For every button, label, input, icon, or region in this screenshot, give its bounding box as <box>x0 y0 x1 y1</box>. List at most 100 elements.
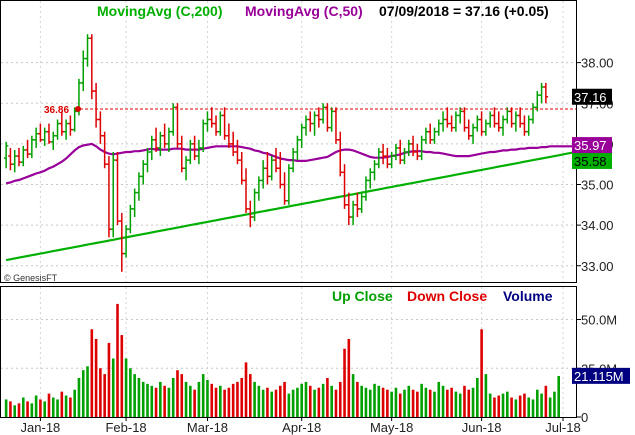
price-bar <box>175 103 180 148</box>
date-tick-label: Jul-18 <box>545 420 580 435</box>
price-bar <box>256 176 262 201</box>
price-bar <box>145 147 150 173</box>
volume-bar <box>201 374 205 417</box>
volume-bar <box>403 389 406 417</box>
price-bar <box>398 139 403 165</box>
volume-bar <box>150 385 154 417</box>
price-bar <box>415 143 420 161</box>
volume-bar <box>120 335 124 417</box>
volume-bar <box>321 383 325 417</box>
volume-bar <box>21 397 25 417</box>
volume-bar <box>398 393 402 417</box>
volume-bar <box>4 399 8 417</box>
volume-bar <box>30 403 34 417</box>
price-bar <box>158 131 163 157</box>
volume-bar <box>73 389 76 417</box>
volume-bar <box>77 378 81 417</box>
price-bar <box>179 135 184 173</box>
price-bar <box>239 152 244 185</box>
volume-bar <box>458 393 462 417</box>
price-bar <box>209 107 214 128</box>
volume-bar <box>450 387 453 417</box>
volume-bar <box>420 383 423 417</box>
date-quote: 07/09/2018 = 37.16 (+0.05) <box>379 3 549 19</box>
volume-bar <box>407 385 411 417</box>
volume-tag-box <box>572 367 630 384</box>
price-bar <box>406 139 411 157</box>
price-bar <box>505 107 510 124</box>
price-bar <box>522 115 527 136</box>
price-bar <box>38 123 43 142</box>
price-bar <box>248 200 253 228</box>
price-bar <box>106 156 112 238</box>
volume-bar <box>296 387 299 417</box>
volume-bar <box>176 370 179 417</box>
volume-bar <box>480 329 483 417</box>
price-bar <box>162 123 167 148</box>
volume-bar <box>197 381 201 417</box>
volume-bar <box>471 387 475 417</box>
price-bar <box>517 107 523 128</box>
price-bars <box>3 34 549 272</box>
price-bar <box>149 135 154 161</box>
date-tick-label: May-18 <box>370 420 413 435</box>
volume-bar <box>535 389 539 417</box>
volume-bar <box>317 387 321 417</box>
price-bar <box>183 156 189 181</box>
volume-bar <box>64 395 68 417</box>
volume-bar <box>111 358 115 417</box>
price-bar <box>102 131 107 169</box>
volume-bar <box>343 348 346 417</box>
reference-dot <box>75 105 81 112</box>
price-bar <box>320 103 326 124</box>
price-bar <box>428 123 433 144</box>
price-bar <box>55 119 60 140</box>
volume-tick-label: 50.0M <box>581 313 617 328</box>
volume-bar <box>476 378 479 417</box>
ma200-tag-box <box>572 152 612 169</box>
volume-bar <box>544 385 548 417</box>
volume-bar <box>171 378 175 417</box>
price-tick-label: 33.00 <box>581 259 614 274</box>
volume-bar <box>184 381 188 417</box>
volume-bar <box>291 389 295 417</box>
price-bar <box>243 168 249 213</box>
volume-bar <box>26 401 29 417</box>
volume-bar <box>154 387 158 417</box>
ma200-tag: 35.58 <box>574 154 607 169</box>
price-bar <box>81 50 86 92</box>
volume-bar <box>99 368 102 417</box>
volume-bar <box>227 387 231 417</box>
volume-bar <box>180 374 184 417</box>
price-bar <box>303 115 309 136</box>
volume-bar <box>236 381 239 417</box>
price-bar <box>226 123 232 148</box>
price-bar <box>372 160 377 181</box>
price-bar <box>466 119 471 140</box>
volume-bar <box>81 370 85 417</box>
price-bar <box>393 143 399 161</box>
volume-bar <box>103 374 106 417</box>
ma50-tag: 35.97 <box>574 138 607 153</box>
price-panel-frame <box>0 0 577 283</box>
price-bar <box>329 107 334 132</box>
price-bar <box>153 127 159 152</box>
price-bar <box>63 119 69 140</box>
price-bar <box>230 131 236 157</box>
volume-bar <box>467 389 471 417</box>
volume-bar <box>304 381 308 417</box>
ma200-label: MovingAvg (C,200) <box>97 3 223 19</box>
price-bar <box>89 34 95 100</box>
volume-bar <box>394 387 398 417</box>
price-bar <box>132 188 137 217</box>
volume-bar <box>253 381 256 417</box>
price-bar <box>3 141 9 169</box>
last-price-tag: 37.16 <box>574 90 607 105</box>
price-bar <box>128 204 133 234</box>
price-bar <box>115 152 120 226</box>
volume-bar <box>56 399 59 417</box>
volume-bar <box>210 383 214 417</box>
volume-bar <box>266 387 269 417</box>
volume-tick-label: 0 <box>581 410 588 425</box>
